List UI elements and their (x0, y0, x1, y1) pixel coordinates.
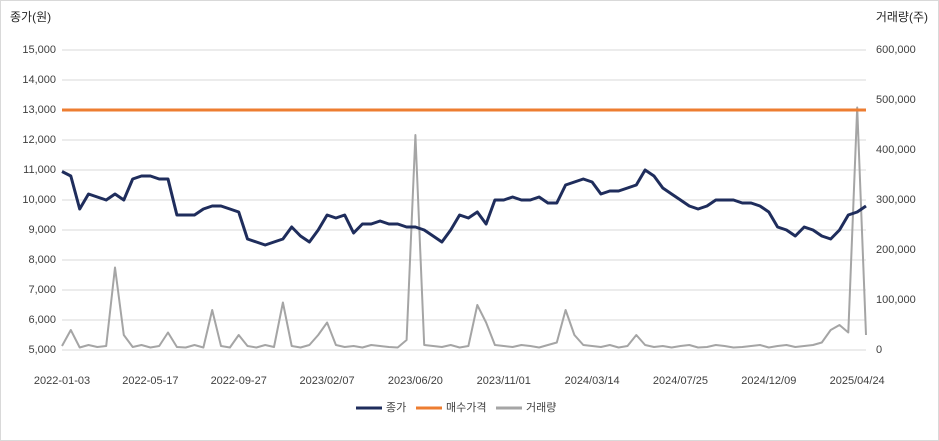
y-tick-label: 7,000 (28, 284, 56, 296)
legend-label: 거래량 (526, 401, 556, 414)
y-tick-label: 15,000 (22, 44, 56, 56)
y2-tick-label: 100,000 (876, 294, 916, 306)
y-axis-title: 종가(원) (10, 10, 51, 24)
y2-tick-label: 600,000 (876, 44, 916, 56)
y2-tick-label: 0 (876, 344, 882, 356)
y2-tick-label: 400,000 (876, 144, 916, 156)
x-tick-label: 2023/02/07 (300, 375, 355, 387)
x-tick-label: 2024/07/25 (653, 375, 708, 387)
y-tick-label: 11,000 (23, 164, 56, 176)
y-tick-label: 5,000 (28, 344, 56, 356)
x-tick-label: 2025/04/24 (830, 375, 885, 387)
x-tick-label: 2023/11/01 (477, 375, 531, 387)
y2-axis-title: 거래량(주) (876, 10, 928, 24)
y-tick-label: 13,000 (22, 104, 56, 116)
series-line (61, 168, 867, 247)
y-tick-label: 8,000 (28, 254, 56, 266)
legend-label: 매수가격 (446, 401, 486, 414)
x-tick-label: 2024/03/14 (565, 375, 620, 387)
x-tick-label: 2022-05-17 (122, 375, 178, 387)
y-tick-label: 9,000 (28, 224, 56, 236)
x-tick-label: 2023/06/20 (388, 375, 443, 387)
series-line (61, 106, 867, 349)
x-tick-label: 2024/12/09 (741, 375, 796, 387)
y-tick-label: 14,000 (22, 74, 56, 86)
legend-label: 종가 (386, 401, 406, 414)
y2-tick-label: 200,000 (876, 244, 916, 256)
x-tick-label: 2022-09-27 (211, 375, 267, 387)
y-tick-label: 6,000 (28, 314, 56, 326)
x-tick-label: 2022-01-03 (34, 375, 90, 387)
y2-tick-label: 500,000 (876, 94, 916, 106)
y-tick-label: 10,000 (22, 194, 56, 206)
y-tick-label: 12,000 (22, 134, 56, 146)
y2-tick-label: 300,000 (876, 194, 916, 206)
